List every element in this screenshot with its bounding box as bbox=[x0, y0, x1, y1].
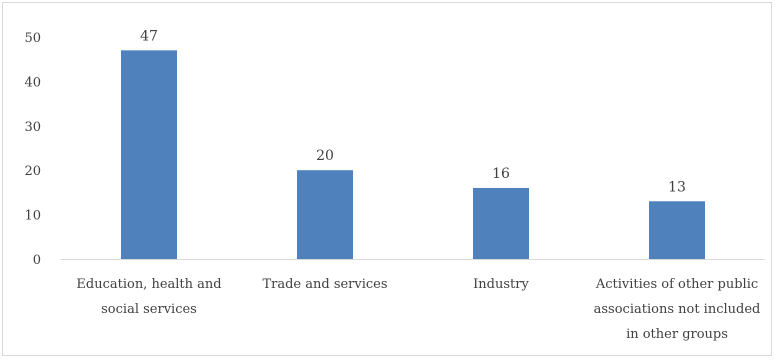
bar-value-label: 13 bbox=[668, 179, 686, 195]
bar bbox=[297, 170, 353, 259]
category-label: Trade and services bbox=[262, 277, 387, 292]
bar bbox=[121, 50, 177, 259]
bar-value-label: 16 bbox=[492, 166, 510, 182]
bar-chart: 0 10 20 30 40 50 47 20 16 13 Education, health a… bbox=[24, 28, 765, 342]
y-axis-ticks: 0 10 20 30 40 50 bbox=[24, 31, 41, 268]
y-tick-label: 20 bbox=[24, 164, 41, 179]
category-label: Activities of other public bbox=[595, 277, 758, 292]
bar bbox=[473, 187, 529, 259]
bars bbox=[121, 50, 705, 259]
bar-value-label: 47 bbox=[140, 28, 158, 44]
category-labels: Education, health and social services Trad… bbox=[76, 277, 760, 342]
y-tick-label: 10 bbox=[24, 209, 41, 224]
category-label: Education, health and bbox=[76, 277, 221, 292]
y-tick-label: 30 bbox=[24, 120, 41, 135]
data-labels: 47 20 16 13 bbox=[140, 28, 686, 195]
category-label: social services bbox=[101, 302, 197, 317]
y-tick-label: 50 bbox=[24, 31, 41, 46]
category-label: in other groups bbox=[626, 327, 728, 342]
bar bbox=[649, 201, 705, 259]
y-tick-label: 40 bbox=[24, 75, 41, 90]
category-label: associations not included bbox=[594, 302, 761, 317]
chart-frame: 0 10 20 30 40 50 47 20 16 13 Education, health a… bbox=[2, 2, 772, 356]
y-tick-label: 0 bbox=[33, 253, 41, 268]
category-label: Industry bbox=[473, 277, 529, 292]
bar-value-label: 20 bbox=[316, 148, 334, 164]
